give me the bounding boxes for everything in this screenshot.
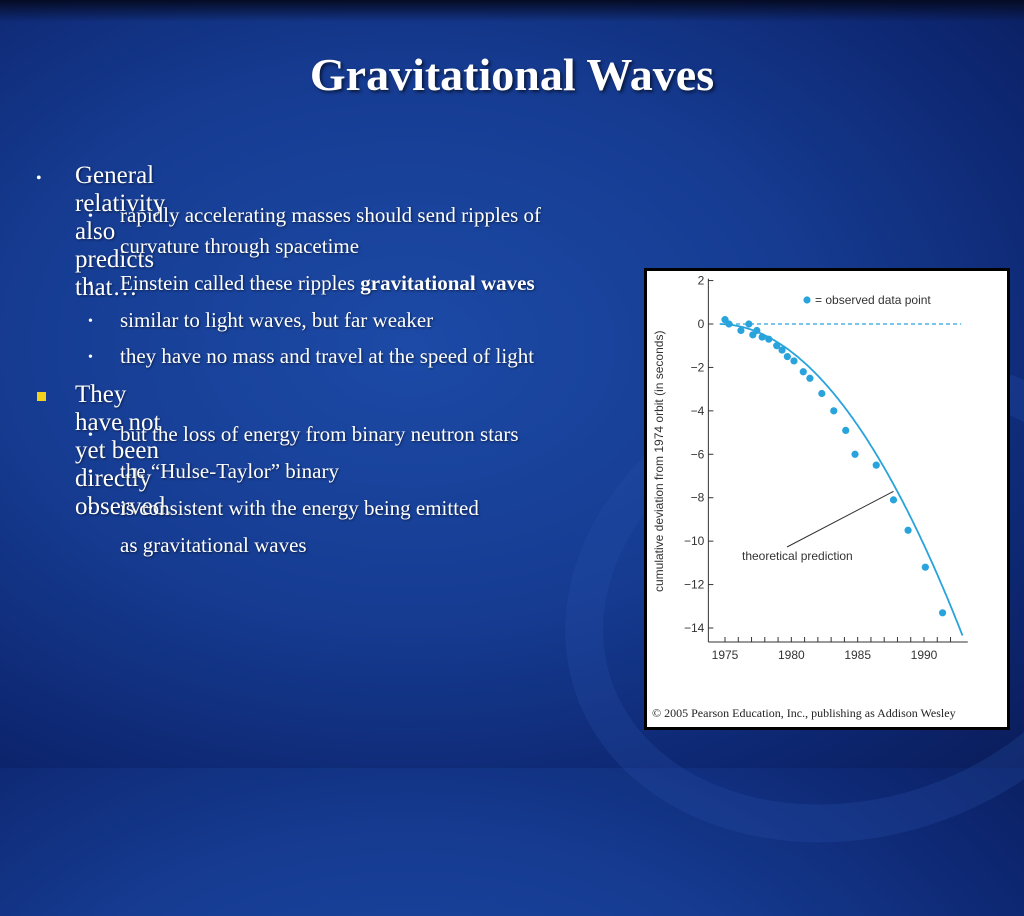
bullet-level2: is consistent with the energy being emit… — [120, 496, 479, 520]
y-tick-label: −14 — [684, 621, 705, 635]
bullet-dot-icon: • — [88, 502, 93, 517]
observed-data-point — [872, 461, 880, 469]
y-axis-label: cumulative deviation from 1974 orbit (in… — [652, 331, 666, 592]
observed-data-point — [851, 450, 859, 458]
observed-data-point — [921, 563, 929, 571]
chart-plot: 2 0 −2 −4 −6 −8 −10 −12 −14 1975 1980 1985 1990 cumul… — [652, 274, 968, 662]
observed-data-point — [818, 389, 826, 398]
bullet-level2: Einstein called these ripples gravitatio… — [120, 268, 620, 299]
x-tick-label: 1985 — [844, 648, 871, 662]
copyright-notice: © 2005 Pearson Education, Inc., publishi… — [652, 706, 956, 720]
bullet-continuation: as gravitational waves — [120, 533, 307, 557]
x-tick-label: 1975 — [712, 648, 739, 662]
observed-data-point — [737, 326, 745, 335]
bold-term: gravitational waves — [360, 271, 535, 295]
y-tick-label: −10 — [684, 534, 705, 548]
bullet-dot-icon: • — [36, 170, 42, 187]
square-bullet-icon — [37, 392, 46, 401]
bullet-level2: the “Hulse-Taylor” binary — [120, 459, 339, 483]
observed-data-point — [904, 526, 912, 534]
observed-data-point — [799, 368, 807, 376]
curve-annotation-label: theoretical prediction — [742, 549, 853, 563]
y-tick-label: 2 — [698, 274, 705, 288]
bullet-dot-icon: • — [88, 209, 93, 224]
x-tick-label: 1990 — [911, 648, 938, 662]
y-tick-label: −6 — [691, 447, 705, 461]
x-tick-label: 1980 — [778, 648, 805, 662]
observed-data-point — [830, 407, 838, 415]
bullet-level2: but the loss of energy from binary neutr… — [120, 422, 519, 446]
bullet-dot-icon: • — [88, 314, 93, 329]
observed-data-point — [783, 352, 791, 361]
observed-data-point — [773, 342, 781, 350]
observed-data-point — [745, 320, 753, 328]
y-tick-label: −12 — [684, 578, 705, 592]
observed-data-point — [765, 335, 773, 343]
legend-marker — [803, 296, 811, 304]
legend-label: = observed data point — [815, 293, 931, 307]
observed-data-point — [842, 426, 850, 434]
chart-figure: 2 0 −2 −4 −6 −8 −10 −12 −14 1975 1980 1985 1990 cumul… — [644, 268, 1010, 730]
observed-data-point — [758, 333, 766, 341]
y-tick-label: −4 — [691, 404, 705, 418]
bullet-level2: similar to light waves, but far weaker — [120, 308, 434, 332]
y-tick-label: −8 — [691, 491, 705, 505]
bullet-level1: They have not yet been directly observed… — [75, 381, 172, 520]
top-band — [0, 0, 1024, 22]
y-tick-label: −2 — [691, 360, 705, 374]
annotation-leader-line — [786, 490, 894, 548]
theoretical-curve — [719, 323, 964, 636]
bullet-dot-icon: • — [88, 465, 93, 480]
slide-title: Gravitational Waves — [309, 49, 715, 100]
bullet-level2: rapidly accelerating masses should send … — [120, 203, 542, 258]
bullet-text: Einstein called these ripples — [120, 271, 361, 295]
observed-data-point — [725, 320, 733, 328]
observed-data-point — [806, 374, 814, 382]
bullet-dot-icon: • — [88, 350, 93, 365]
observed-data-point — [889, 496, 898, 504]
observed-data-point — [938, 609, 947, 617]
bullet-dot-icon: • — [88, 428, 93, 443]
y-tick-label: 0 — [698, 317, 705, 331]
bullet-level2: they have no mass and travel at the spee… — [120, 344, 535, 368]
observed-data-point — [778, 346, 786, 354]
bullet-level1: General relativity also predicts that… — [75, 162, 166, 301]
observed-data-point — [790, 357, 798, 365]
observed-data-point — [753, 326, 761, 335]
bullet-dot-icon: • — [88, 277, 93, 292]
